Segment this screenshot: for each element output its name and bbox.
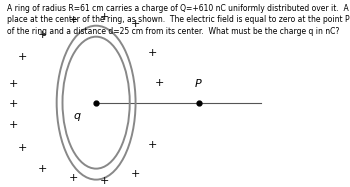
Text: +: +	[100, 177, 109, 186]
Text: +: +	[69, 15, 78, 25]
Text: P: P	[195, 79, 202, 89]
Text: +: +	[18, 52, 27, 62]
Text: +: +	[9, 79, 19, 89]
Text: +: +	[148, 140, 158, 150]
Text: +: +	[9, 99, 19, 110]
Text: +: +	[18, 143, 27, 154]
Text: +: +	[38, 164, 48, 174]
Text: +: +	[38, 30, 48, 40]
Text: A ring of radius R=61 cm carries a charge of Q=+610 nC uniformly distributed ove: A ring of radius R=61 cm carries a charg…	[7, 4, 350, 36]
Text: +: +	[131, 169, 140, 179]
Text: +: +	[100, 12, 109, 22]
Text: +: +	[9, 120, 19, 130]
Text: +: +	[155, 77, 164, 88]
Text: +: +	[69, 173, 78, 183]
Text: +: +	[131, 19, 140, 29]
Text: +: +	[148, 48, 158, 58]
Text: q: q	[74, 111, 81, 121]
